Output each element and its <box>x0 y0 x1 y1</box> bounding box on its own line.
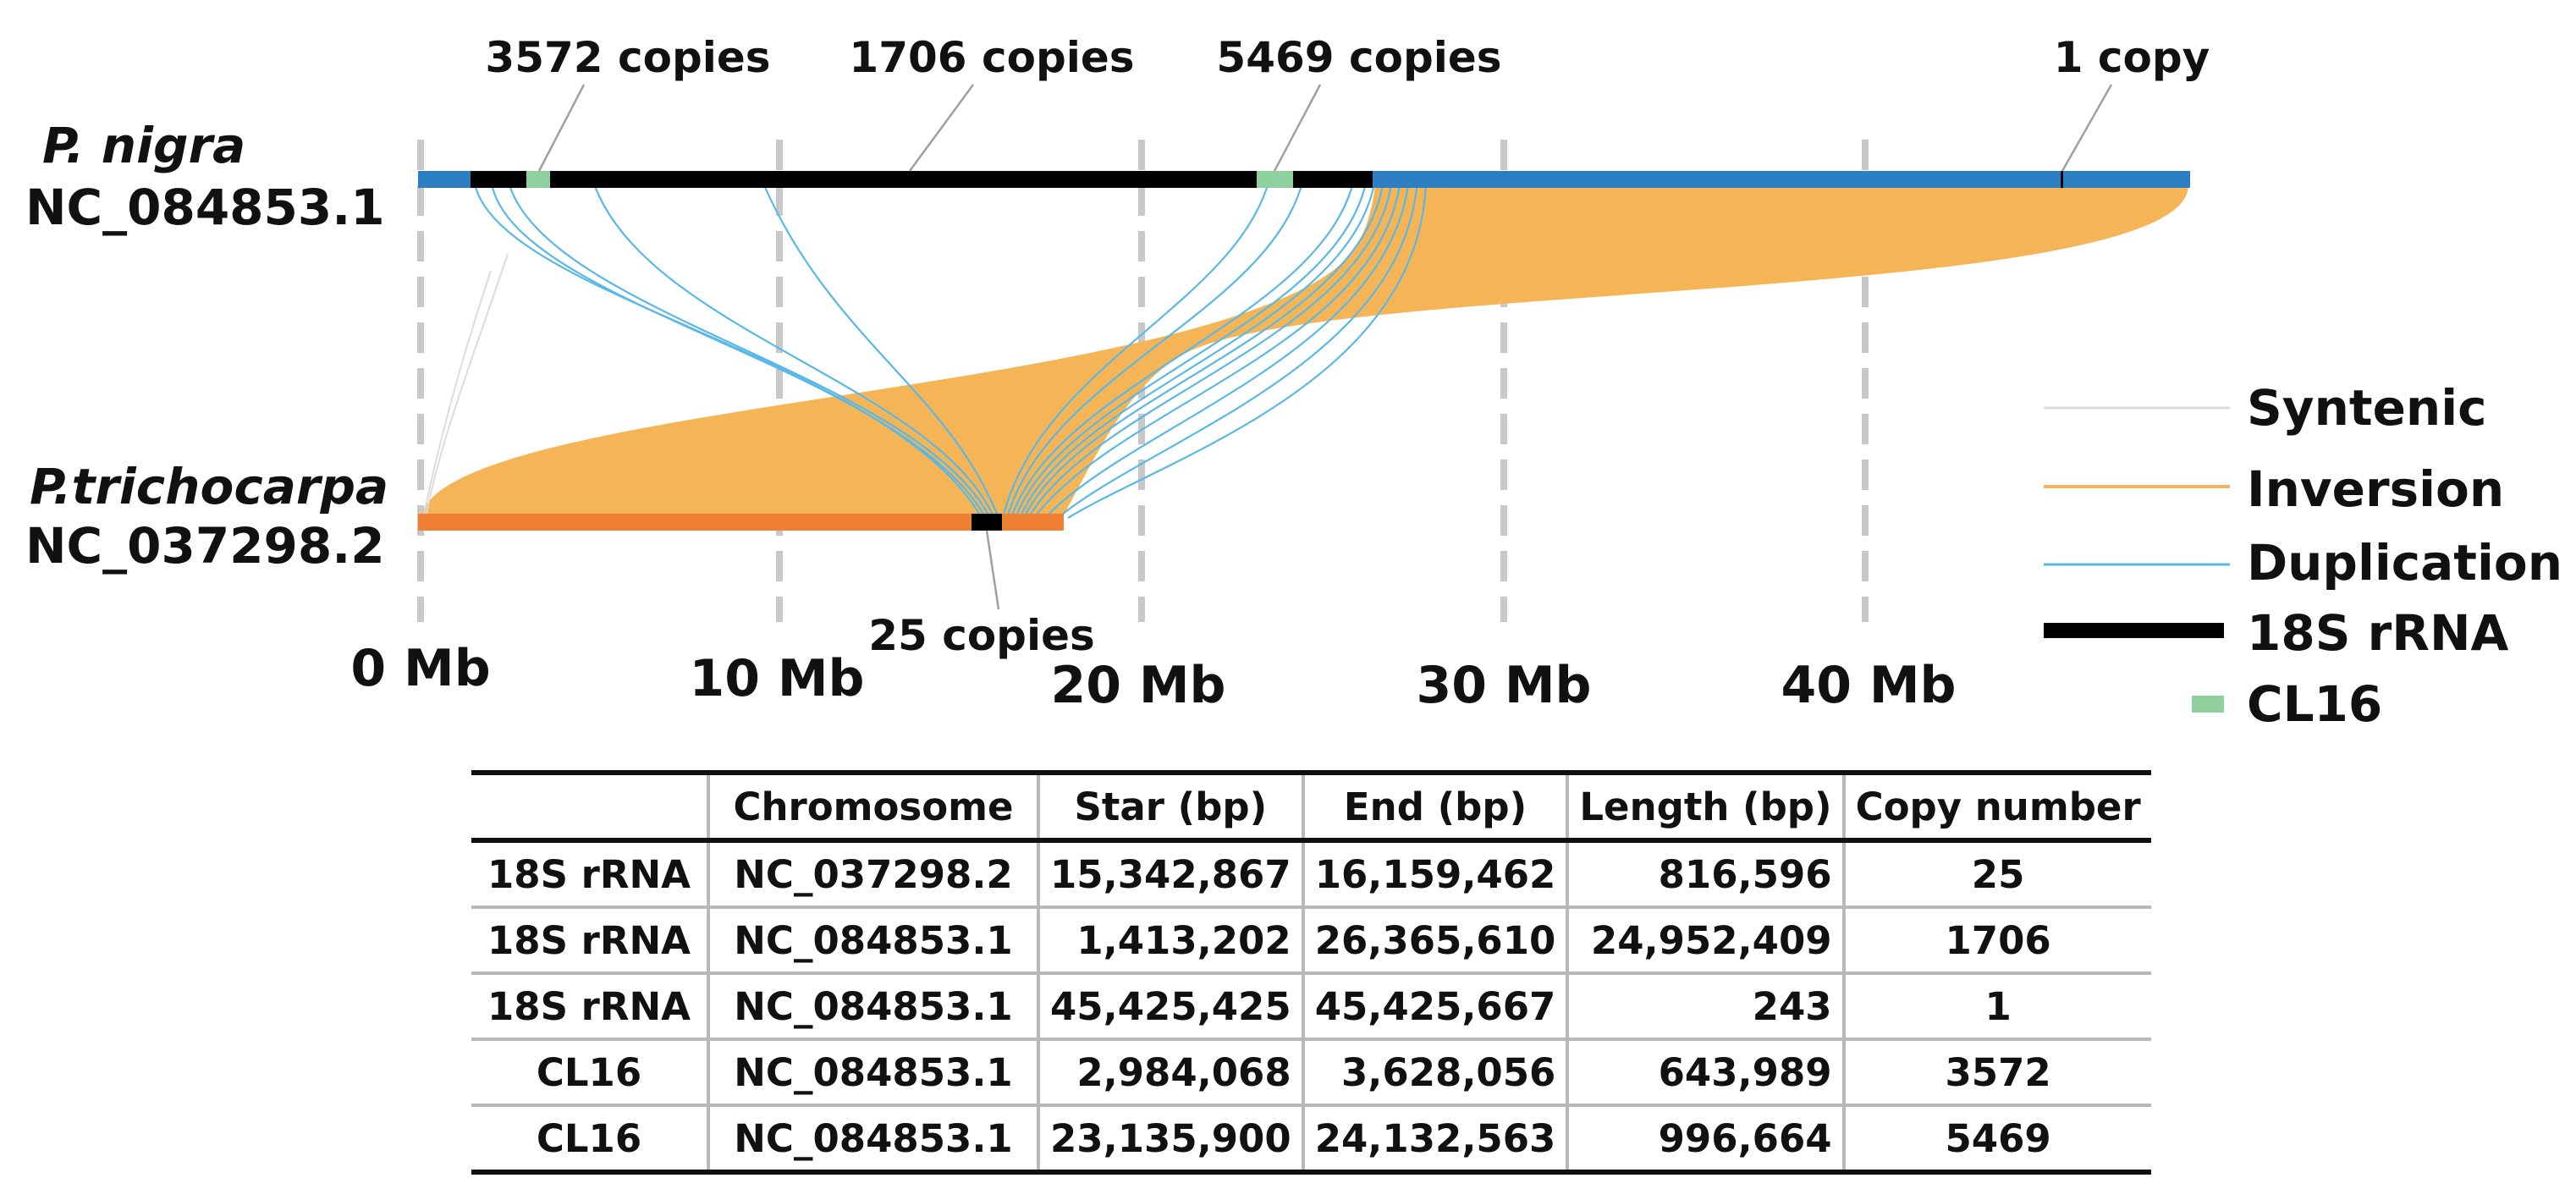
legend-label-rrna: 18S rRNA <box>2247 604 2508 662</box>
legend-label-inversion: Inversion <box>2247 460 2504 518</box>
legend: Syntenic Inversion Duplication 18S rRNA … <box>2044 379 2562 733</box>
cl16-block-b <box>1257 171 1293 188</box>
table-cell: 18S rRNA <box>471 973 708 1041</box>
table-cell: 18S rRNA <box>471 907 708 975</box>
table-cell: 18S rRNA <box>471 840 708 909</box>
table-cell: 25 <box>1841 840 2151 909</box>
duplication-links <box>472 179 1428 519</box>
legend-label-cl16: CL16 <box>2247 675 2382 733</box>
table-cell: 3572 <box>1841 1039 2151 1107</box>
callout-lines <box>537 84 2113 610</box>
table-cell: CL16 <box>471 1039 708 1107</box>
table-cell: 643,989 <box>1566 1039 1844 1107</box>
table-cell: 2,984,068 <box>1037 1039 1303 1107</box>
syntenic-link <box>425 253 509 519</box>
axis-tick-label: 40 Mb <box>1781 656 1956 715</box>
axis-tick-label: 20 Mb <box>1050 656 1225 715</box>
duplication-link <box>506 179 991 519</box>
duplication-link <box>1001 179 1271 519</box>
table-cell: 26,365,610 <box>1301 907 1568 975</box>
bottom-species-label: P.trichocarpa <box>30 458 388 515</box>
table-cell: CL16 <box>471 1105 708 1175</box>
rrna-block-single <box>2061 171 2063 188</box>
table-header-cell: End (bp) <box>1301 770 1568 843</box>
duplication-link <box>1033 179 1402 519</box>
table-cell: NC_084853.1 <box>707 907 1038 975</box>
duplication-link <box>1044 179 1411 519</box>
features-table: Chromosome Star (bp) End (bp) Length (bp… <box>471 770 2151 1175</box>
annotation-cl16-a: 3572 copies <box>485 33 770 82</box>
duplication-link <box>591 179 995 519</box>
duplication-link <box>1023 179 1385 519</box>
table-cell: 45,425,667 <box>1301 973 1568 1041</box>
synteny-diagram: 3572 copies 1706 copies 5469 copies 1 co… <box>25 33 2562 733</box>
table-header-row: Chromosome Star (bp) End (bp) Length (bp… <box>471 770 2151 843</box>
duplication-link <box>1014 179 1368 519</box>
table-cell: NC_084853.1 <box>707 1039 1038 1107</box>
duplication-link <box>489 179 987 519</box>
cl16-block-a <box>526 171 550 188</box>
bottom-chromosome-bar <box>418 514 1064 531</box>
table-cell: 16,159,462 <box>1301 840 1568 909</box>
table-cell: 1,413,202 <box>1037 907 1303 975</box>
table-row: 18S rRNA NC_037298.2 15,342,867 16,159,4… <box>471 840 2151 909</box>
callout-line <box>985 530 1000 610</box>
inversion-band <box>421 179 2188 518</box>
duplication-link <box>1067 179 1428 519</box>
table-cell: 24,132,563 <box>1301 1105 1568 1175</box>
annotation-rrna-c: 25 copies <box>868 611 1095 660</box>
legend-label-syntenic: Syntenic <box>2247 379 2487 437</box>
table-cell: 1 <box>1841 973 2151 1041</box>
duplication-link <box>1010 179 1356 519</box>
callout-line <box>2061 84 2113 172</box>
table-cell: NC_084853.1 <box>707 973 1038 1041</box>
table-row: CL16 NC_084853.1 23,135,900 24,132,563 9… <box>471 1105 2151 1175</box>
table-cell: 23,135,900 <box>1037 1105 1303 1175</box>
axis-tick-label: 30 Mb <box>1416 656 1591 715</box>
table-row: 18S rRNA NC_084853.1 45,425,425 45,425,6… <box>471 973 2151 1041</box>
annotation-cl16-b: 5469 copies <box>1216 33 1501 82</box>
rrna-block-top <box>471 171 1373 188</box>
duplication-link <box>760 179 1000 519</box>
duplication-link <box>1027 179 1394 519</box>
top-species-label: P. nigra <box>42 117 245 174</box>
table-cell: 3,628,056 <box>1301 1039 1568 1107</box>
annotation-rrna-a: 1706 copies <box>849 33 1134 82</box>
table-cell: 243 <box>1566 973 1844 1041</box>
table-cell: NC_037298.2 <box>707 840 1038 909</box>
duplication-link <box>1018 179 1377 519</box>
table-cell: 5469 <box>1841 1105 2151 1175</box>
axis-tick-label: 10 Mb <box>689 649 864 708</box>
callout-line <box>537 84 586 172</box>
table-cell: 24,952,409 <box>1566 907 1844 975</box>
table-cell: 15,342,867 <box>1037 840 1303 909</box>
syntenic-link <box>422 270 492 519</box>
table-header-cell: Length (bp) <box>1566 770 1844 843</box>
annotation-rrna-b: 1 copy <box>2054 33 2210 82</box>
table-header-cell: Star (bp) <box>1037 770 1303 843</box>
callout-line <box>908 84 975 172</box>
legend-swatch-cl16 <box>2192 696 2224 713</box>
bottom-accession-label: NC_037298.2 <box>25 517 385 575</box>
duplication-link <box>1057 179 1419 519</box>
table-cell: 996,664 <box>1566 1105 1844 1175</box>
axis-tick-label: 0 Mb <box>350 639 490 698</box>
legend-label-duplication: Duplication <box>2247 534 2562 592</box>
table-cell: NC_084853.1 <box>707 1105 1038 1175</box>
table-header-cell: Chromosome <box>707 770 1038 843</box>
duplication-link <box>1005 179 1305 519</box>
table-cell: 1706 <box>1841 907 2151 975</box>
table-cell: 816,596 <box>1566 840 1844 909</box>
rrna-block-bottom <box>972 514 1002 531</box>
syntenic-links <box>422 253 509 519</box>
table-row: 18S rRNA NC_084853.1 1,413,202 26,365,61… <box>471 907 2151 975</box>
callout-line <box>1273 84 1322 172</box>
table-header-cell: Copy number <box>1841 770 2151 843</box>
table-header-cell <box>471 770 708 843</box>
table-cell: 45,425,425 <box>1037 973 1303 1041</box>
table-row: CL16 NC_084853.1 2,984,068 3,628,056 643… <box>471 1039 2151 1107</box>
top-accession-label: NC_084853.1 <box>25 179 385 236</box>
